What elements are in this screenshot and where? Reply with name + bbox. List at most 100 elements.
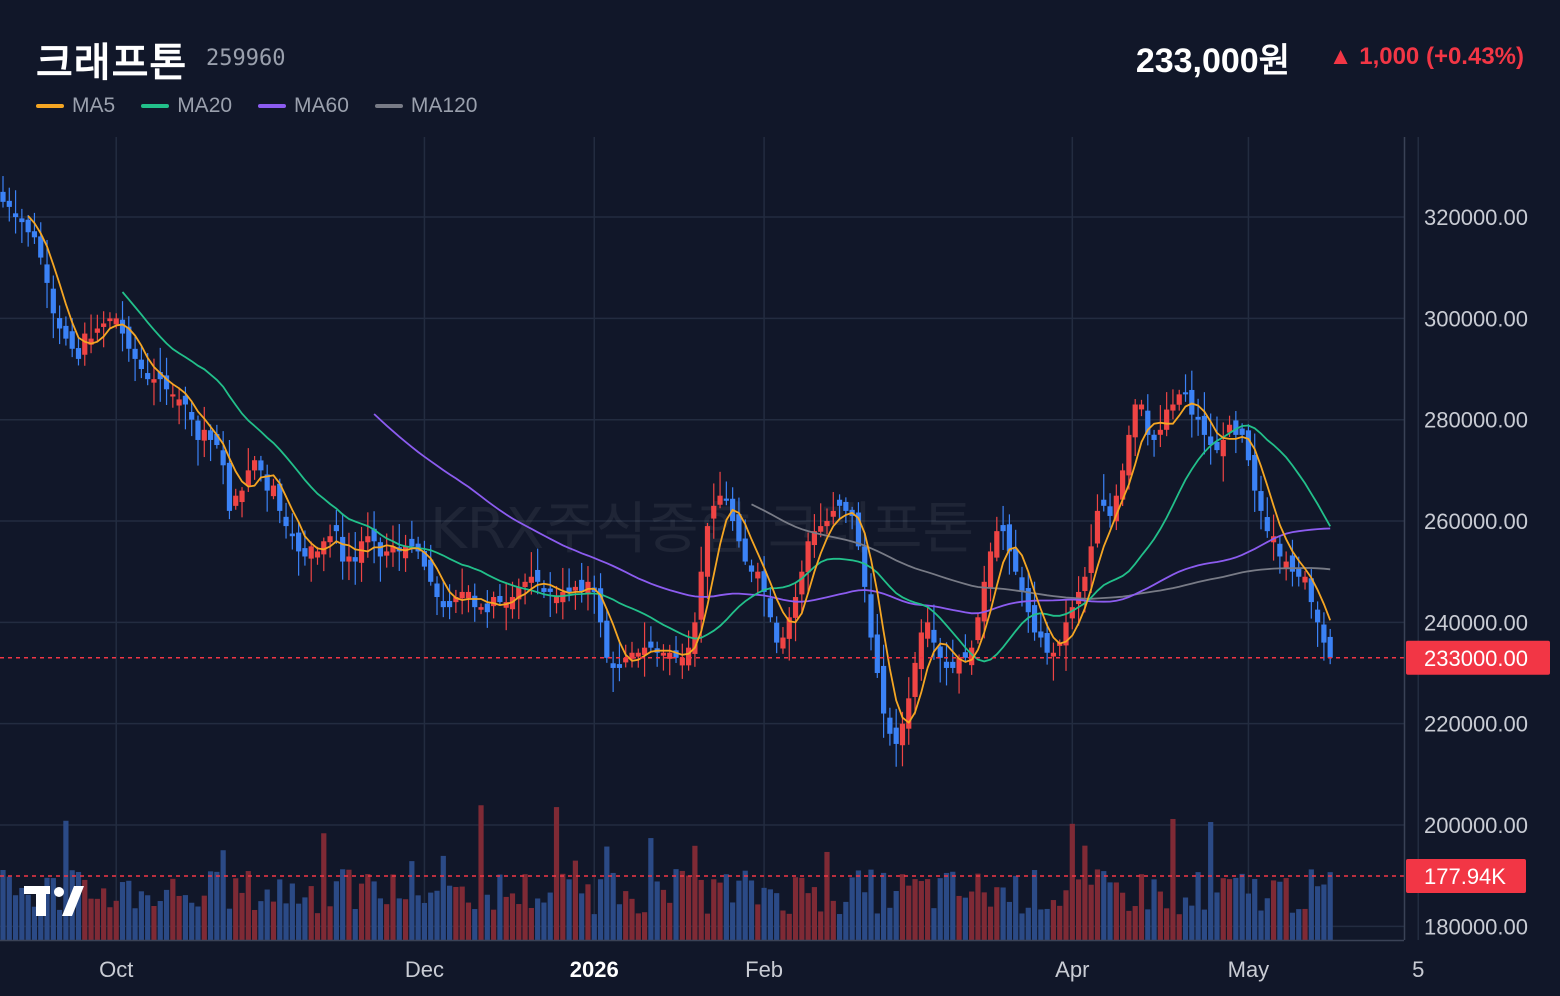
- volume-bar: [1321, 884, 1327, 940]
- candle-body: [604, 620, 610, 658]
- candle-body: [333, 525, 339, 532]
- volume-bar: [277, 879, 283, 940]
- volume-bar: [503, 896, 509, 940]
- volume-bar: [1315, 886, 1321, 940]
- candle-body: [717, 495, 723, 505]
- candle-body: [987, 551, 994, 588]
- price-tick-label: 260000.00: [1424, 509, 1528, 534]
- volume-bar: [994, 887, 1000, 940]
- candle-body: [1226, 424, 1233, 433]
- candle-body: [484, 603, 490, 613]
- volume-bar: [1302, 908, 1308, 940]
- volume-bar: [1050, 900, 1057, 940]
- volume-bar: [887, 907, 893, 940]
- volume-bar: [1264, 898, 1270, 940]
- ma60-line: [373, 413, 1331, 615]
- volume-bar: [969, 891, 975, 940]
- candle-body: [855, 512, 862, 547]
- volume-bar: [327, 906, 333, 940]
- price-tick-label: 280000.00: [1424, 408, 1528, 433]
- volume-bar: [1006, 901, 1012, 940]
- time-tick-label: Apr: [1055, 957, 1089, 982]
- volume-bar: [1245, 893, 1252, 940]
- candle-body: [101, 323, 107, 327]
- volume-bar: [1283, 878, 1289, 940]
- candle-body: [157, 372, 163, 380]
- time-tick-label: 2026: [570, 957, 619, 982]
- legend-item-ma20[interactable]: MA20: [141, 94, 232, 118]
- volume-bar: [415, 895, 421, 940]
- price-axis[interactable]: 320000.00 300000.00 280000.00 260000.00 2400…: [1424, 205, 1528, 939]
- candle-body: [1145, 410, 1151, 435]
- candle-body: [610, 663, 616, 668]
- candle-body: [1220, 439, 1226, 457]
- candle-body: [214, 433, 220, 446]
- volume-bar: [233, 878, 239, 940]
- candle-body: [1094, 510, 1101, 544]
- volume-bar: [686, 875, 692, 940]
- current-price: 233,000원: [1135, 42, 1290, 80]
- volume-bar: [1308, 869, 1314, 940]
- legend-swatch-ma60: [258, 104, 287, 108]
- candle-body: [1088, 546, 1094, 573]
- legend-swatch-ma20: [141, 104, 170, 108]
- candle-body: [1069, 607, 1075, 619]
- candle-body: [151, 379, 157, 383]
- candle-body: [189, 411, 195, 420]
- volume-bar: [560, 873, 566, 940]
- candle-body: [1113, 495, 1119, 522]
- logo-stem: [36, 886, 46, 916]
- candle-body: [780, 637, 786, 649]
- volume-bar: [1031, 870, 1038, 940]
- candle-body: [1302, 576, 1308, 583]
- volume-bar: [63, 820, 69, 940]
- volume-bar: [912, 879, 918, 940]
- candle-body: [277, 483, 283, 511]
- volume-bar: [220, 850, 226, 940]
- volume-bar: [874, 913, 880, 940]
- candle-body: [553, 597, 560, 604]
- volume-bar: [962, 897, 968, 940]
- volume-bar: [623, 891, 629, 940]
- candle-body: [950, 661, 956, 668]
- candle-body: [132, 348, 138, 359]
- volume-bar: [862, 892, 868, 940]
- candle-body: [384, 551, 390, 556]
- candle-body: [943, 661, 950, 668]
- candle-body: [113, 318, 119, 325]
- volume-bar: [836, 914, 843, 940]
- volume-bar: [340, 869, 346, 940]
- volume-bar: [176, 895, 182, 940]
- volume-bar: [44, 877, 50, 940]
- chart-header: 크래프톤 259960 233,000원 ▲ 1,000 (+0.43%) MA…: [0, 0, 1560, 140]
- candle-body: [792, 597, 799, 618]
- volume-bar: [591, 914, 597, 940]
- volume-bar: [509, 893, 516, 940]
- volume-bar: [704, 913, 711, 940]
- volume-bar: [1239, 873, 1245, 940]
- volume-bar: [818, 911, 824, 940]
- price-tick-label: 200000.00: [1424, 813, 1528, 838]
- legend-item-ma120[interactable]: MA120: [374, 94, 477, 118]
- time-tick-label: 5: [1412, 957, 1424, 982]
- candle-body: [1201, 415, 1207, 435]
- candle-body: [6, 200, 12, 207]
- legend-item-ma60[interactable]: MA60: [258, 94, 349, 118]
- candle-body: [686, 647, 692, 666]
- volume-bar: [925, 879, 931, 940]
- candle-body: [516, 586, 522, 600]
- volume-bar: [1044, 908, 1050, 940]
- time-axis[interactable]: Oct Dec 2026 Feb Apr May 5: [99, 957, 1424, 982]
- legend-item-ma5[interactable]: MA5: [36, 94, 115, 118]
- volume-bar: [390, 874, 396, 940]
- volume-bar: [1277, 881, 1283, 940]
- tradingview-logo[interactable]: [24, 886, 84, 916]
- volume-bar: [522, 874, 528, 940]
- volume-bar: [402, 899, 409, 940]
- candle-body: [440, 601, 446, 608]
- volume-bar: [113, 900, 119, 940]
- volume-bar: [1145, 909, 1151, 940]
- ma-legend: MA5 MA20 MA60 MA120: [36, 94, 477, 118]
- candle-body: [994, 531, 1000, 558]
